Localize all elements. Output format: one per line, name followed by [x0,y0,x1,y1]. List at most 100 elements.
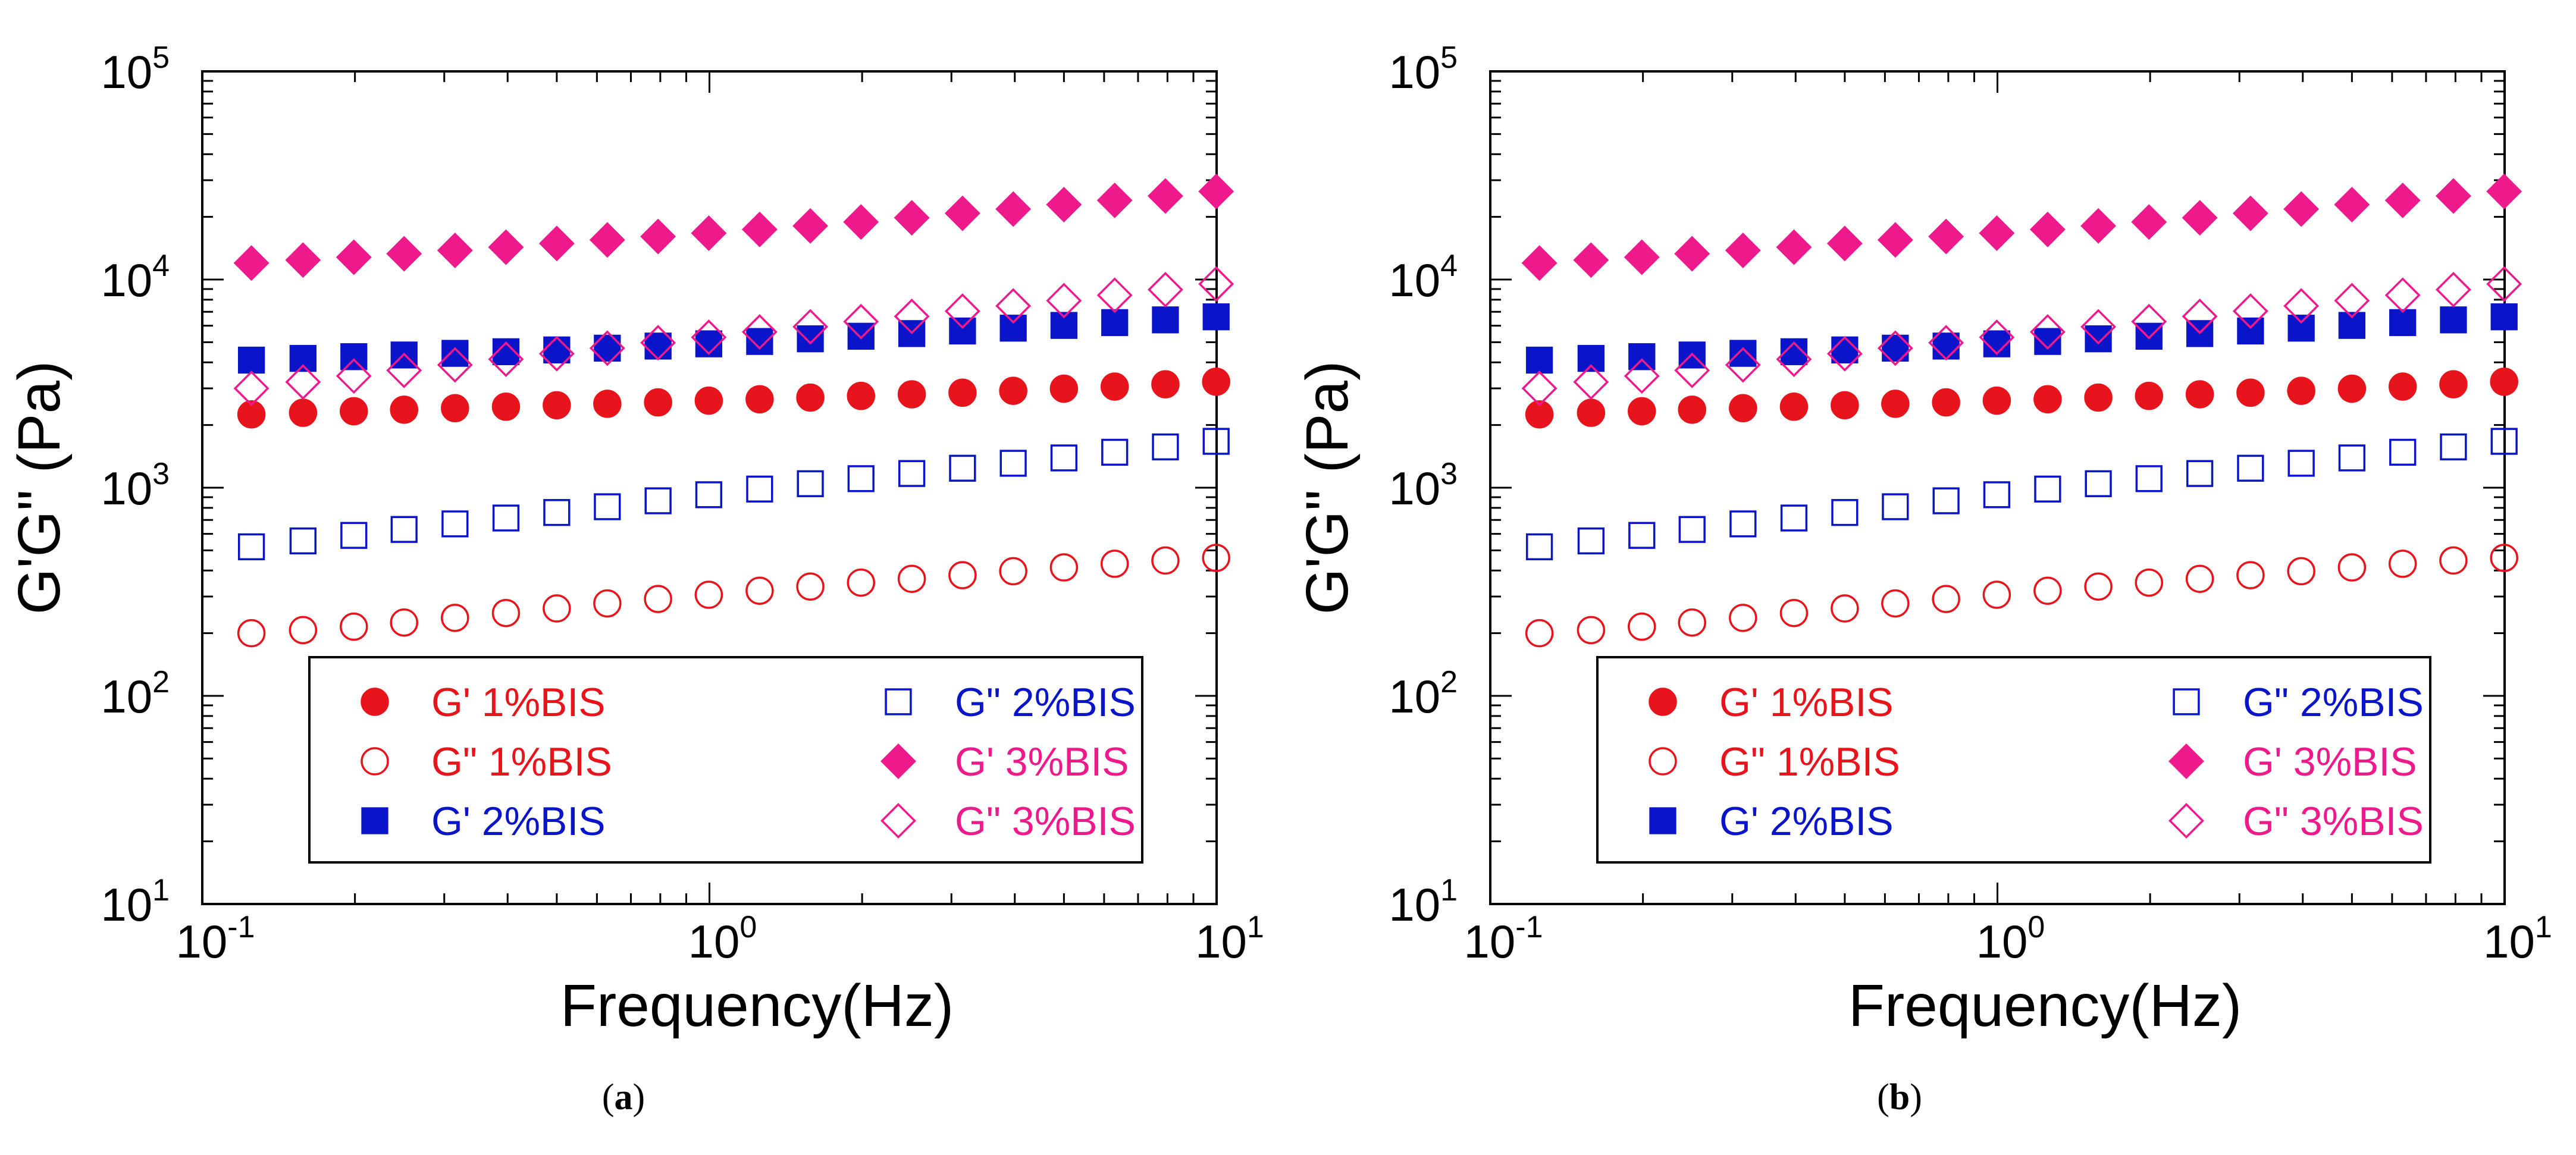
chart-b-point-s0-5 [1779,393,1809,421]
chart-b-point-s0-19 [2490,368,2518,396]
chart-b-point-s3-15 [2287,450,2315,477]
chart-a-ytick-label-4-exp: 5 [152,40,170,75]
chart-a-point-s3-5 [492,504,520,532]
chart-a-point-s0-3 [390,396,418,424]
chart-b-point-s0-18 [2439,370,2468,398]
chart-b-point-s4-3 [1674,236,1710,272]
chart-a-point-s4-0 [233,245,269,281]
chart-a-point-s3-12 [847,465,875,492]
chart-a-series-5 [233,266,1234,406]
chart-b-point-s0-2 [1628,397,1656,426]
chart-a-data [233,173,1234,648]
chart-b-ytick-label-2-base: 10 [1389,462,1440,514]
chart-a-point-s4-13 [894,200,930,236]
chart-a-point-s2-10 [746,328,773,355]
chart-a-ticks [201,71,1217,905]
chart-b-point-s3-17 [2389,438,2417,466]
chart-b-point-s3-8 [1932,487,1960,514]
chart-b-point-s4-11 [2080,208,2117,244]
chart-a-point-s0-17 [1100,372,1129,401]
chart-a-point-s3-8 [644,487,672,514]
chart-b-point-s3-7 [1882,493,1909,520]
chart-b-point-s5-2 [1624,358,1660,394]
chart-a-point-s3-11 [797,470,824,497]
chart-b-point-s5-4 [1725,347,1761,383]
chart-b-point-s4-1 [1573,242,1609,278]
chart-b-point-s5-17 [2384,277,2421,313]
chart-a-legend-marker-1 [361,747,389,776]
chart-b-point-s4-10 [2029,211,2066,247]
chart-b-point-s0-7 [1881,390,1910,418]
chart-a-point-s0-10 [745,385,774,414]
chart-b-point-s0-0 [1525,400,1554,429]
chart-a-ytick-label-1-exp: 2 [152,665,170,699]
chart-b-point-s2-12 [2135,322,2163,350]
chart-b-point-s1-14 [2236,561,2265,589]
chart-b-legend-marker-4 [2168,743,2204,779]
chart-b-point-s5-15 [2283,288,2320,324]
chart-a-point-s5-17 [1096,277,1133,313]
caption-a: (a) [601,1077,645,1118]
chart-b-point-s2-15 [2287,315,2315,342]
chart-b-point-s1-4 [1729,604,1757,632]
chart-b-point-s1-1 [1577,616,1606,645]
chart-a-xtick-label-2-exp: 1 [1247,910,1264,944]
chart-b-data [1521,173,2522,648]
chart-a-point-s2-11 [797,325,824,353]
chart-b-legend: G' 1%BIS G" 1%BIS G' 2%BIS G" 2%BIS G' 3%BIS… [1596,656,2431,864]
chart-b-point-s0-8 [1932,388,1960,417]
chart-b-point-s0-1 [1577,398,1606,427]
chart-b-point-s5-10 [2029,314,2066,350]
chart-a-series-1 [237,544,1230,648]
chart-b-point-s2-0 [1525,346,1553,374]
chart-b-point-s4-12 [2131,204,2167,240]
chart-b-point-s0-3 [1678,396,1706,424]
chart-a-point-s4-8 [640,218,676,255]
chart-a-point-s3-18 [1152,433,1179,461]
chart-b-point-s1-10 [2033,576,2062,605]
chart-a-ytick-label-0-exp: 1 [152,873,170,908]
chart-b-point-s1-11 [2084,572,2113,601]
chart-b-ytick-label-1: 102 [1389,665,1458,723]
chart-b-legend-marker-1 [1649,747,1677,776]
chart-a-legend-label-3: G" 2%BIS [955,680,1136,725]
chart-b-point-s2-10 [2034,328,2061,355]
chart-a-point-s3-14 [949,454,976,482]
chart-a-point-s4-2 [336,239,372,275]
chart-a-point-s1-17 [1100,550,1129,578]
chart-a-legend-marker-4 [880,743,916,779]
chart-b-point-s1-2 [1628,612,1656,641]
chart-a-point-s1-7 [593,589,622,618]
chart-a-ytick-label-2-exp: 3 [152,457,170,491]
chart-b-point-s5-14 [2232,293,2268,329]
chart-a-point-s4-5 [488,229,524,265]
chart-b-point-s1-9 [1982,580,2011,609]
chart-b-point-s1-6 [1831,594,1859,623]
chart-b-point-s4-14 [2232,195,2268,231]
chart-a-ylabel: G'G" (Pa) [6,361,73,615]
chart-b-ytick-label-3-exp: 4 [1440,249,1458,283]
chart-a-point-s2-12 [847,322,875,350]
chart-a-point-s3-1 [289,527,317,555]
chart-b-ytick-label-2-exp: 3 [1440,457,1458,491]
chart-b-point-s0-17 [2388,372,2417,401]
chart-b-legend-label-1: G" 1%BIS [1719,739,1900,784]
chart-a-point-s4-17 [1096,182,1133,218]
chart-b-xtick-label-1-base: 10 [1976,915,2028,968]
chart-a-point-s0-18 [1151,370,1180,398]
chart-a-point-s0-16 [1049,374,1079,403]
chart-b-point-s2-19 [2490,303,2518,331]
panel-a: 10-1 100 101 101 102 103 104 105 Frequency(Hz) G'… [6,40,1264,1118]
chart-b-point-s2-14 [2237,317,2264,345]
chart-b-point-s5-5 [1776,341,1812,378]
chart-a-xtick-label-1: 100 [688,910,757,968]
chart-a-point-s0-7 [593,390,622,418]
chart-a-point-s0-2 [340,397,368,426]
chart-b-xtick-label-2-base: 10 [2483,915,2535,968]
chart-b-point-s3-18 [2440,433,2467,461]
chart-b-legend-box [1596,656,2431,864]
chart-a-ytick-label-0-base: 10 [101,878,152,931]
chart-b-point-s2-2 [1628,343,1656,371]
chart-a-point-s3-13 [898,460,926,487]
chart-a-point-s3-3 [390,516,418,543]
